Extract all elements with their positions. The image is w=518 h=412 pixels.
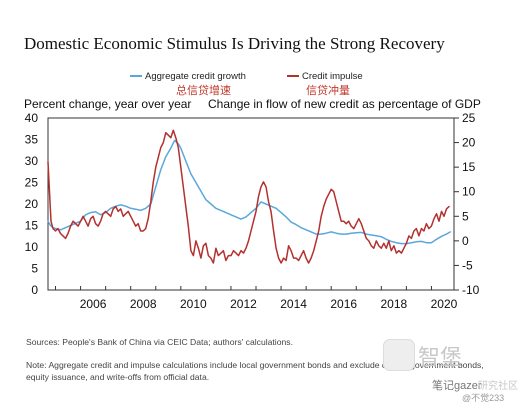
legend-swatch-aggregate [130,75,142,78]
x-tick-label: 2020 [431,297,458,311]
legend-impulse: Credit impulse [287,71,363,82]
left-tick-label: 20 [25,197,39,211]
right-tick-label: -10 [462,283,480,297]
left-tick-label: 10 [25,240,39,254]
left-tick-label: 15 [25,219,39,233]
left-tick-label: 35 [25,133,39,147]
legend-aggregate: Aggregate credit growth [130,71,246,82]
watermark-brand: 智堡 [418,345,463,370]
x-tick-label: 2008 [130,297,157,311]
legend-cn-aggregate: 总信贷增速 [176,85,231,97]
watermark-community: 研究社区 [478,381,518,392]
plot-frame [47,117,455,291]
legend-swatch-impulse [287,75,299,78]
watermark-logo [383,339,415,371]
right-tick-label: 10 [462,185,476,199]
x-tick-label: 2012 [230,297,257,311]
series-layer [47,129,451,264]
watermark-handle: @不觉233 [462,393,505,403]
watermark-account: 笔记gazer [432,380,482,392]
x-tick-label: 2018 [381,297,408,311]
right-tick-label: 25 [462,111,476,125]
series-line-credit-impulse [47,129,450,264]
sources-note: Sources: People's Bank of China via CEIC… [26,337,293,347]
x-tick-label: 2006 [80,297,107,311]
x-axis: 2006 2008 2010 2012 2014 2016 2018 2020 [55,286,458,311]
right-tick-label: 5 [462,209,469,223]
left-tick-label: 30 [25,154,39,168]
x-tick-label: 2010 [180,297,207,311]
right-axis: -10 -5 0 5 10 15 20 25 [454,111,480,297]
legend-cn-impulse: 信贷冲量 [306,85,350,97]
left-tick-label: 0 [31,283,38,297]
right-tick-label: -5 [462,258,473,272]
left-tick-label: 25 [25,176,39,190]
legend-label-impulse: Credit impulse [302,71,363,82]
x-tick-label: 2016 [330,297,357,311]
left-tick-label: 40 [25,111,39,125]
x-tick-label: 2014 [280,297,307,311]
series-line-aggregate-credit-growth [47,139,451,245]
right-tick-label: 0 [462,234,469,248]
left-axis-label: Percent change, year over year [24,97,192,111]
legend-label-aggregate: Aggregate credit growth [145,71,246,82]
left-axis: 0 5 10 15 20 25 30 35 40 [25,111,39,297]
right-tick-label: 15 [462,160,476,174]
methodology-note: Note: Aggregate credit and impulse calcu… [26,360,484,382]
chart-title: Domestic Economic Stimulus Is Driving th… [24,34,445,53]
right-axis-label: Change in flow of new credit as percenta… [208,97,481,111]
left-tick-label: 5 [31,262,38,276]
right-tick-label: 20 [462,136,476,150]
